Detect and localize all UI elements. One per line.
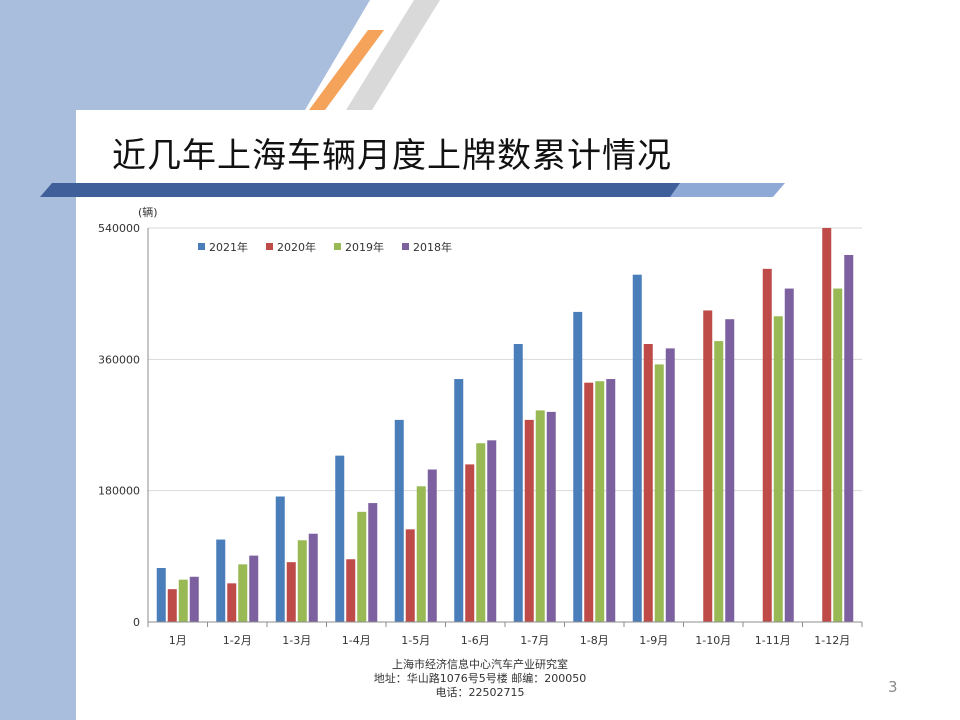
bar-2018年-1-9月 <box>665 348 675 622</box>
footer-address: 地址：华山路1076号5号楼 邮编：200050 <box>373 672 587 685</box>
x-tick-label: 1-6月 <box>461 634 490 647</box>
bar-2020年-1-3月 <box>286 562 296 622</box>
bar-2019年-1-12月 <box>833 288 843 622</box>
legend-swatch <box>334 243 341 250</box>
axis-layer: 0 180000 360000 540000 (辆) 1月 1-2月 1-3月 1-4月 1-5月… <box>98 205 863 647</box>
grid-layer <box>148 227 862 492</box>
legend-swatch <box>402 243 409 250</box>
bar-2018年-1-12月 <box>844 254 854 623</box>
bar-2018年-1-3月 <box>308 533 318 622</box>
bar-2021年-1-9月 <box>632 274 642 622</box>
bar-2019年-1月 <box>178 579 188 622</box>
bar-chart: 0 180000 360000 540000 (辆) 1月 1-2月 1-3月 1-4月 1-5月… <box>98 205 863 647</box>
y-axis-label: (辆) <box>138 205 158 219</box>
bar-2020年-1-9月 <box>643 344 653 622</box>
bar-2020年-1月 <box>167 589 177 622</box>
y-tick-label: 540000 <box>98 222 140 235</box>
bar-2021年-1-8月 <box>573 311 583 622</box>
footer-org: 上海市经济信息中心汽车产业研究室 <box>392 658 568 671</box>
legend-swatch <box>266 243 273 250</box>
legend-label: 2019年 <box>345 240 384 254</box>
bar-2018年-1-7月 <box>546 411 556 622</box>
bar-2021年-1-4月 <box>335 455 345 622</box>
bar-2018年-1-2月 <box>249 555 259 622</box>
footer-phone: 电话：22502715 <box>435 686 525 699</box>
page-title: 近几年上海车辆月度上牌数累计情况 <box>112 136 672 176</box>
x-tick-label: 1-8月 <box>580 634 609 647</box>
x-tick-label: 1-5月 <box>401 634 430 647</box>
bar-2019年-1-5月 <box>416 486 426 622</box>
bar-2020年-1-10月 <box>703 310 713 622</box>
bar-2018年-1-8月 <box>606 379 616 622</box>
legend-label: 2020年 <box>277 240 316 254</box>
bar-2020年-1-8月 <box>584 382 594 622</box>
bar-2021年-1-5月 <box>394 419 404 622</box>
top-decor-band <box>0 0 440 110</box>
bar-2019年-1-11月 <box>773 316 783 622</box>
legend-label: 2021年 <box>209 240 248 254</box>
x-tick-label: 1-3月 <box>282 634 311 647</box>
bar-2021年-1月 <box>156 568 166 622</box>
y-tick-label: 360000 <box>98 353 140 366</box>
x-tick-label: 1-7月 <box>520 634 549 647</box>
bar-2019年-1-2月 <box>238 564 248 622</box>
bar-2018年-1-10月 <box>725 319 735 622</box>
bar-2018年-1-5月 <box>427 469 437 622</box>
bar-2019年-1-3月 <box>297 540 307 622</box>
bar-2021年-1-2月 <box>216 539 226 622</box>
x-tick-label: 1-2月 <box>223 634 252 647</box>
bar-2018年-1月 <box>189 576 199 622</box>
x-tick-label: 1月 <box>169 634 187 647</box>
left-decor-band <box>0 0 76 720</box>
chart-legend: 2021年 2020年 2019年 2018年 <box>198 240 452 254</box>
y-tick-label: 180000 <box>98 485 140 498</box>
chart-container: 0 180000 360000 540000 (辆) 1月 1-2月 1-3月 1-4月 1-5月… <box>76 200 886 660</box>
x-tick-label: 1-11月 <box>755 634 791 647</box>
x-tick-label: 1-12月 <box>814 634 850 647</box>
bar-2020年-1-2月 <box>227 583 237 622</box>
bar-2019年-1-10月 <box>714 341 724 622</box>
x-tick-label: 1-9月 <box>639 634 668 647</box>
bar-2019年-1-7月 <box>535 410 545 622</box>
y-tick-label: 0 <box>133 616 140 629</box>
bar-2020年-1-6月 <box>465 464 475 622</box>
x-tick-label: 1-4月 <box>342 634 371 647</box>
bar-2021年-1-6月 <box>454 379 464 622</box>
bar-2019年-1-9月 <box>654 364 664 622</box>
bar-2020年-1-11月 <box>762 268 772 622</box>
x-tick-label: 1-10月 <box>695 634 731 647</box>
bar-2019年-1-8月 <box>595 381 605 622</box>
bar-2021年-1-3月 <box>275 496 285 622</box>
bar-2020年-1-4月 <box>346 559 356 622</box>
bar-2021年-1-7月 <box>513 344 523 622</box>
page-number: 3 <box>888 678 898 696</box>
legend-swatch <box>198 243 205 250</box>
title-rule-bar <box>40 183 785 197</box>
bar-2018年-1-6月 <box>487 440 497 622</box>
bar-2020年-1-5月 <box>405 529 415 622</box>
footer-info: 上海市经济信息中心汽车产业研究室 地址：华山路1076号5号楼 邮编：20005… <box>340 658 620 700</box>
bar-2018年-1-4月 <box>368 503 378 622</box>
bar-2019年-1-4月 <box>357 511 367 622</box>
bar-2019年-1-6月 <box>476 443 486 622</box>
legend-label: 2018年 <box>413 240 452 254</box>
bars-layer <box>156 228 854 623</box>
bar-2020年-1-7月 <box>524 419 534 622</box>
bar-2020年-1-12月 <box>822 228 832 622</box>
bar-2018年-1-11月 <box>784 288 794 622</box>
